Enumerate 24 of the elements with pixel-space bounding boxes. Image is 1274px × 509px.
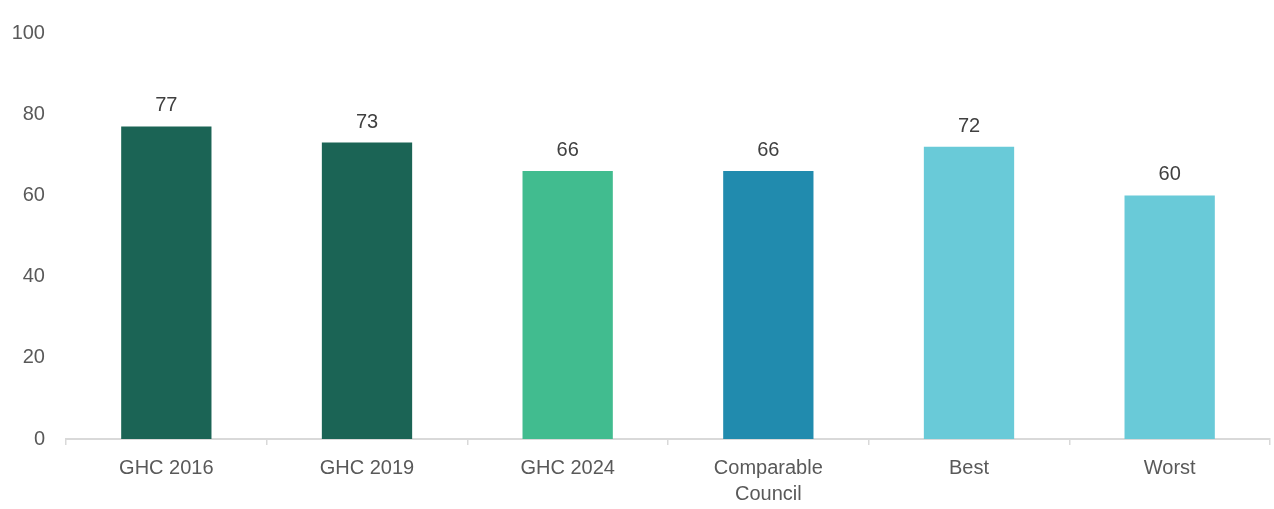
y-tick-label: 80 [22,101,45,124]
x-tick-label: Worst [1143,455,1197,478]
bar [923,146,1015,439]
data-label: 66 [556,138,579,161]
bar [723,171,814,439]
y-tick-label: 0 [33,426,45,449]
y-tick-label: 20 [22,345,45,368]
y-tick-label: 100 [11,20,45,43]
data-label: 73 [355,109,379,132]
x-tick-label: GHC 2016 [119,455,214,478]
bar [321,142,413,439]
y-tick-label: 40 [22,264,45,287]
bar [522,171,613,439]
x-tick-label: GHC 2019 [319,455,415,478]
x-tick-label: Comparable Council [713,455,823,504]
x-tick-label: GHC 2024 [520,455,615,478]
bar [121,126,212,439]
y-tick-label: 60 [22,182,45,205]
data-label: 77 [155,93,178,116]
bar [1124,195,1215,439]
data-label: 72 [957,113,981,136]
data-label: 66 [757,138,780,161]
data-label: 60 [1158,162,1181,185]
x-tick-label: Best [948,455,990,478]
